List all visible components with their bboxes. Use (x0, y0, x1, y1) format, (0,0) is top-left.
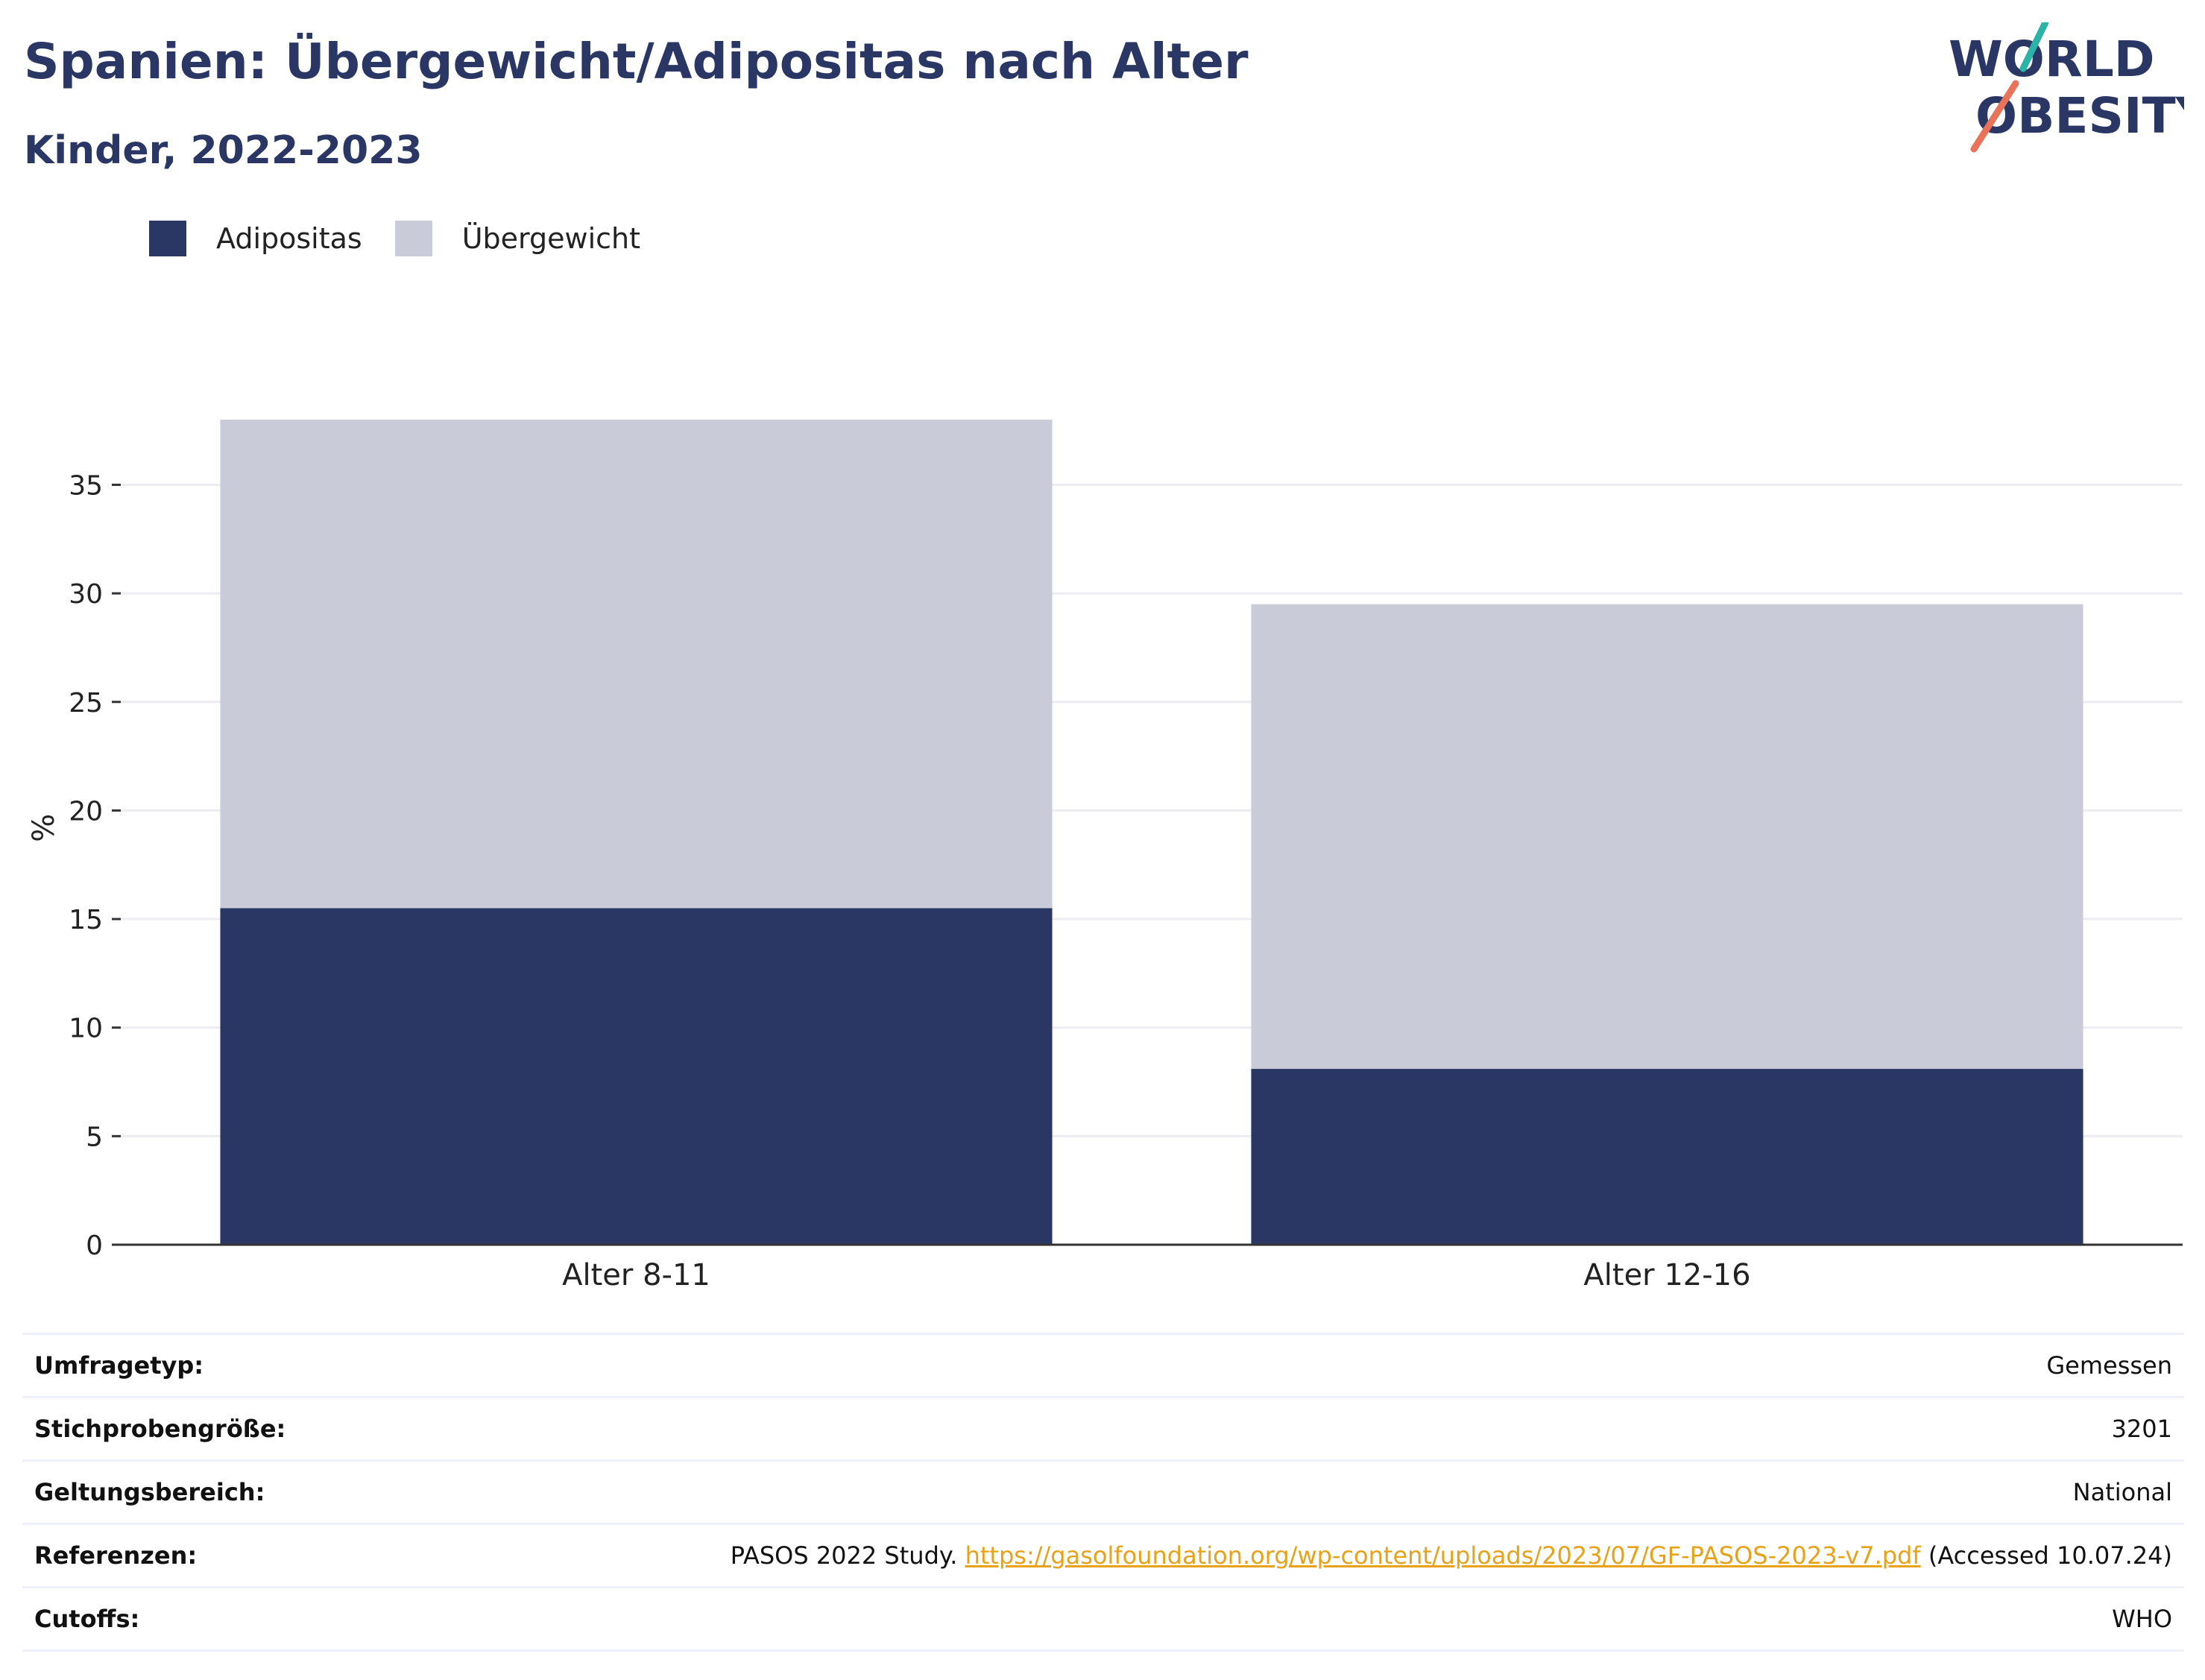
legend-label-uebergewicht: Übergewicht (461, 222, 640, 255)
x-tick-label: Alter 8-11 (562, 1258, 710, 1292)
info-value: 3201 (364, 1396, 2184, 1462)
info-value: WHO (364, 1586, 2184, 1652)
y-axis-label: % (27, 814, 61, 842)
info-row-stichprobengroesse: Stichprobengröße: 3201 (22, 1396, 2184, 1462)
chart-subtitle: Kinder, 2022-2023 (24, 128, 423, 173)
info-value: Gemessen (364, 1333, 2184, 1398)
info-label: Referenzen: (22, 1523, 365, 1588)
world-obesity-logo: WORLD OBESITY (1949, 22, 2184, 153)
info-label: Umfragetyp: (22, 1333, 365, 1398)
info-label: Cutoffs: (22, 1586, 365, 1652)
y-tick-label: 20 (69, 796, 103, 827)
info-label: Geltungsbereich: (22, 1459, 365, 1525)
info-row-cutoffs: Cutoffs: WHO (22, 1586, 2184, 1652)
info-row-umfragetyp: Umfragetyp: Gemessen (22, 1333, 2184, 1398)
info-value-reference: PASOS 2022 Study. https://gasolfoundatio… (364, 1523, 2184, 1588)
y-tick-label: 15 (69, 905, 103, 935)
chart-legend: Adipositas Übergewicht (149, 221, 673, 256)
reference-accessed: (Accessed 10.07.24) (1920, 1541, 2172, 1570)
legend-item-uebergewicht[interactable]: Übergewicht (394, 221, 640, 256)
logo-slash-top (2019, 22, 2049, 72)
reference-text: PASOS 2022 Study. (730, 1541, 965, 1570)
info-label: Stichprobengröße: (22, 1396, 365, 1462)
survey-info-table: Umfragetyp: Gemessen Stichprobengröße: 3… (22, 1333, 2184, 1652)
legend-swatch-adipositas (149, 221, 186, 256)
stacked-bar-chart: Alter 8-11 Alter 12-16 0 5 10 15 20 25 30 35% (27, 420, 2183, 1292)
info-value: National (364, 1459, 2184, 1525)
legend-item-adipositas[interactable]: Adipositas (149, 221, 362, 256)
logo-slash-bottom (1970, 80, 2019, 153)
bar-uebergewicht-2 (1251, 604, 2083, 1070)
x-tick-label: Alter 12-16 (1583, 1258, 1750, 1292)
chart-title: Spanien: Übergewicht/Adipositas nach Alt… (24, 33, 1249, 90)
legend-swatch-uebergewicht (394, 221, 432, 256)
reference-link[interactable]: https://gasolfoundation.org/wp-content/u… (965, 1541, 1921, 1570)
y-tick-label: 25 (69, 688, 103, 719)
logo-text-world: WORLD (1949, 31, 2155, 88)
bar-adipositas-1 (220, 908, 1053, 1245)
bar-uebergewicht-1 (220, 420, 1053, 909)
info-row-geltungsbereich: Geltungsbereich: National (22, 1459, 2184, 1525)
info-row-referenzen: Referenzen: PASOS 2022 Study. https://ga… (22, 1523, 2184, 1588)
y-tick-label: 0 (86, 1231, 103, 1261)
y-tick-label: 10 (69, 1014, 103, 1044)
legend-label-adipositas: Adipositas (216, 222, 362, 255)
y-tick-label: 30 (69, 579, 103, 610)
bar-adipositas-2 (1251, 1069, 2083, 1245)
y-tick-label: 35 (69, 470, 103, 501)
y-tick-label: 5 (86, 1122, 103, 1152)
